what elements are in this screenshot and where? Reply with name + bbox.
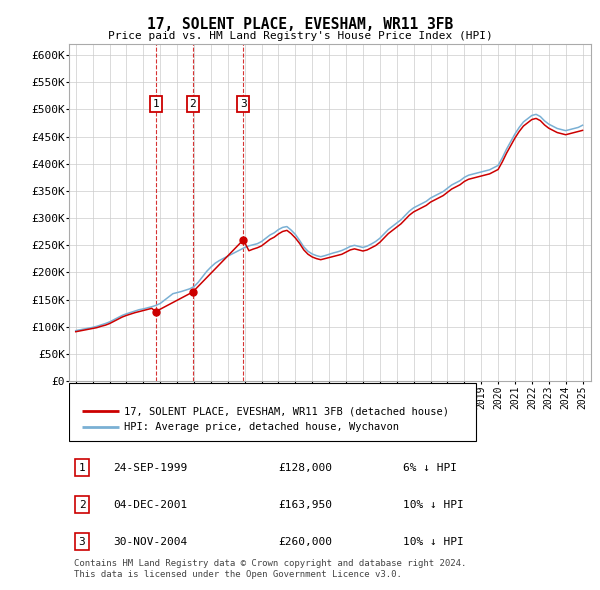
Text: HPI: Average price, detached house, Wychavon: HPI: Average price, detached house, Wych… [124, 422, 399, 432]
Text: 17, SOLENT PLACE, EVESHAM, WR11 3FB (detached house): 17, SOLENT PLACE, EVESHAM, WR11 3FB (det… [124, 406, 449, 416]
Text: Contains HM Land Registry data © Crown copyright and database right 2024.
This d: Contains HM Land Registry data © Crown c… [74, 559, 467, 579]
Text: 3: 3 [240, 99, 247, 109]
Text: 1: 1 [152, 99, 159, 109]
Text: £163,950: £163,950 [278, 500, 332, 510]
Text: 6% ↓ HPI: 6% ↓ HPI [403, 463, 457, 473]
Text: 10% ↓ HPI: 10% ↓ HPI [403, 537, 464, 547]
Text: 30-NOV-2004: 30-NOV-2004 [113, 537, 188, 547]
Text: 2: 2 [79, 500, 85, 510]
Text: 2: 2 [189, 99, 196, 109]
Text: 3: 3 [79, 537, 85, 547]
Text: Price paid vs. HM Land Registry's House Price Index (HPI): Price paid vs. HM Land Registry's House … [107, 31, 493, 41]
Text: 1: 1 [79, 463, 85, 473]
FancyBboxPatch shape [69, 384, 476, 441]
Text: £260,000: £260,000 [278, 537, 332, 547]
Text: 24-SEP-1999: 24-SEP-1999 [113, 463, 188, 473]
Text: £128,000: £128,000 [278, 463, 332, 473]
Text: 04-DEC-2001: 04-DEC-2001 [113, 500, 188, 510]
Text: 10% ↓ HPI: 10% ↓ HPI [403, 500, 464, 510]
Text: 17, SOLENT PLACE, EVESHAM, WR11 3FB: 17, SOLENT PLACE, EVESHAM, WR11 3FB [147, 17, 453, 31]
